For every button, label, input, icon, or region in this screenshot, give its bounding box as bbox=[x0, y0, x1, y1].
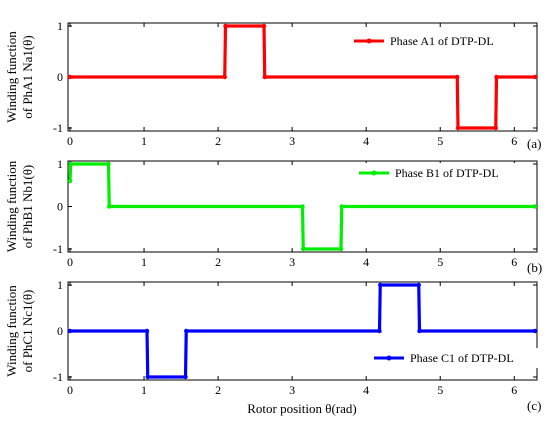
x-axis-label: Rotor position θ(rad) bbox=[247, 401, 357, 416]
data-point bbox=[106, 161, 111, 167]
data-point bbox=[455, 74, 460, 80]
legend-marker bbox=[366, 38, 372, 44]
x-tick-label: 4 bbox=[363, 255, 369, 269]
data-point bbox=[532, 204, 538, 209]
y-tick-label: 1 bbox=[57, 19, 63, 33]
legend: Phase A1 of DTP-DL bbox=[350, 31, 526, 51]
data-point bbox=[262, 74, 267, 80]
panel-tag: (b) bbox=[527, 260, 542, 275]
x-tick-label: 0 bbox=[67, 383, 73, 397]
data-point bbox=[107, 204, 112, 209]
x-tick-label: 1 bbox=[141, 383, 147, 397]
y-axis-label: of PhB1 Nb1(θ) bbox=[20, 165, 35, 249]
data-point bbox=[222, 74, 227, 80]
y-axis-label: Winding function bbox=[4, 285, 19, 377]
y-axis-label: Winding function bbox=[4, 160, 19, 252]
x-tick-label: 5 bbox=[437, 134, 443, 148]
x-tick-label: 3 bbox=[289, 383, 295, 397]
x-tick-label: 3 bbox=[289, 255, 295, 269]
x-tick-label: 6 bbox=[511, 383, 517, 397]
data-point bbox=[67, 74, 73, 80]
x-tick-label: 6 bbox=[511, 134, 517, 148]
data-point bbox=[338, 246, 344, 252]
legend-marker bbox=[371, 170, 377, 176]
data-point bbox=[67, 178, 73, 184]
chart-panel-3: 0 1 2 3 4 5 6 -1 0 1 Phase C1 of DTP-DL Winding fun… bbox=[4, 278, 546, 416]
data-point bbox=[378, 282, 383, 288]
panel-tag: (a) bbox=[527, 136, 541, 151]
x-tick-label: 1 bbox=[141, 134, 147, 148]
legend-label: Phase A1 of DTP-DL bbox=[390, 34, 494, 48]
data-point bbox=[183, 374, 188, 380]
series-line-1 bbox=[70, 24, 535, 130]
data-point bbox=[493, 125, 498, 131]
y-tick-label: -1 bbox=[53, 370, 63, 384]
data-point bbox=[301, 246, 306, 252]
data-point bbox=[377, 328, 382, 334]
legend: Phase C1 of DTP-DL bbox=[370, 348, 546, 368]
data-point bbox=[416, 282, 421, 288]
panel-tag: (c) bbox=[527, 398, 541, 413]
x-tick-label: 4 bbox=[363, 134, 369, 148]
y-axis-label: of PhA1 Na1(θ) bbox=[20, 35, 35, 119]
x-tick-label: 1 bbox=[141, 255, 147, 269]
y-tick-label: 0 bbox=[57, 324, 63, 338]
x-tick-label: 2 bbox=[215, 383, 221, 397]
legend-label: Phase B1 of DTP-DL bbox=[395, 166, 499, 180]
y-axis-label: of PhC1 Nc1(θ) bbox=[20, 290, 35, 373]
chart-panel-1: 0 1 2 3 4 5 6 -1 0 1 Phase A1 of DTP-DL Winding fun… bbox=[4, 19, 541, 151]
y-tick-label: 0 bbox=[57, 70, 63, 84]
legend-box bbox=[350, 31, 526, 51]
data-point bbox=[68, 161, 73, 167]
data-point bbox=[417, 328, 422, 334]
legend-label: Phase C1 of DTP-DL bbox=[410, 351, 514, 365]
data-point bbox=[455, 125, 461, 131]
data-point bbox=[184, 328, 189, 334]
x-tick-label: 5 bbox=[437, 383, 443, 397]
x-tick-label: 0 bbox=[67, 134, 73, 148]
legend: Phase B1 of DTP-DL bbox=[355, 163, 531, 183]
y-tick-label: -1 bbox=[53, 242, 63, 256]
data-point bbox=[532, 328, 538, 334]
x-tick-label: 2 bbox=[215, 255, 221, 269]
y-tick-label: -1 bbox=[53, 121, 63, 135]
x-tick-label: 2 bbox=[215, 134, 221, 148]
data-point bbox=[339, 204, 344, 209]
series-line-3 bbox=[70, 283, 535, 379]
y-tick-label: 1 bbox=[57, 278, 63, 292]
legend-marker bbox=[386, 355, 392, 361]
x-tick-label: 4 bbox=[363, 383, 369, 397]
data-point bbox=[144, 328, 150, 334]
chart-panel-2: 0 1 2 3 4 5 6 -1 0 1 Phase B1 of DTP-DL Winding fun… bbox=[4, 157, 542, 275]
data-point bbox=[145, 374, 150, 380]
x-tick-label: 6 bbox=[511, 255, 517, 269]
x-tick-label: 0 bbox=[67, 255, 73, 269]
data-point bbox=[261, 23, 267, 29]
data-point bbox=[67, 328, 73, 334]
x-tick-label: 5 bbox=[437, 255, 443, 269]
data-point bbox=[532, 74, 538, 80]
data-point bbox=[223, 23, 228, 29]
y-axis-label: Winding function bbox=[4, 31, 19, 123]
legend-box bbox=[370, 348, 546, 368]
data-point bbox=[494, 74, 499, 80]
x-tick-label: 3 bbox=[289, 134, 295, 148]
data-point bbox=[300, 204, 305, 209]
y-tick-label: 0 bbox=[57, 200, 63, 214]
y-tick-label: 1 bbox=[57, 157, 63, 171]
legend-box bbox=[355, 163, 531, 183]
